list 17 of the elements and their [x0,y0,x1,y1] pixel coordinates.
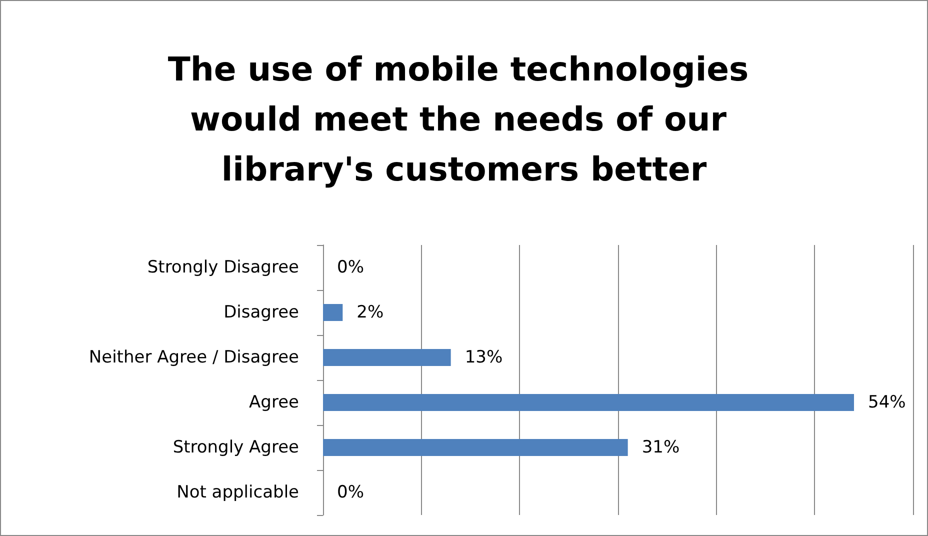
data-label: 54% [868,392,906,412]
y-tick-label: Not applicable [176,482,299,502]
bar [323,439,628,456]
data-label: 0% [337,258,364,278]
y-tick-label: Disagree [224,302,299,322]
data-label: 31% [642,438,680,458]
data-label: 0% [337,482,364,502]
y-tick-label: Strongly Agree [172,438,299,458]
chart-title: The use of mobile technologies would meet the needs of our library's customers better [168,50,760,188]
bar [323,349,451,366]
y-tick-label: Strongly Disagree [147,258,299,278]
data-label: 2% [356,302,384,322]
y-tick-label: Neither Agree / Disagree [88,348,299,368]
y-tick-label: Agree [249,392,299,412]
bar [323,304,343,321]
bar [323,394,854,411]
data-label: 13% [464,348,503,368]
